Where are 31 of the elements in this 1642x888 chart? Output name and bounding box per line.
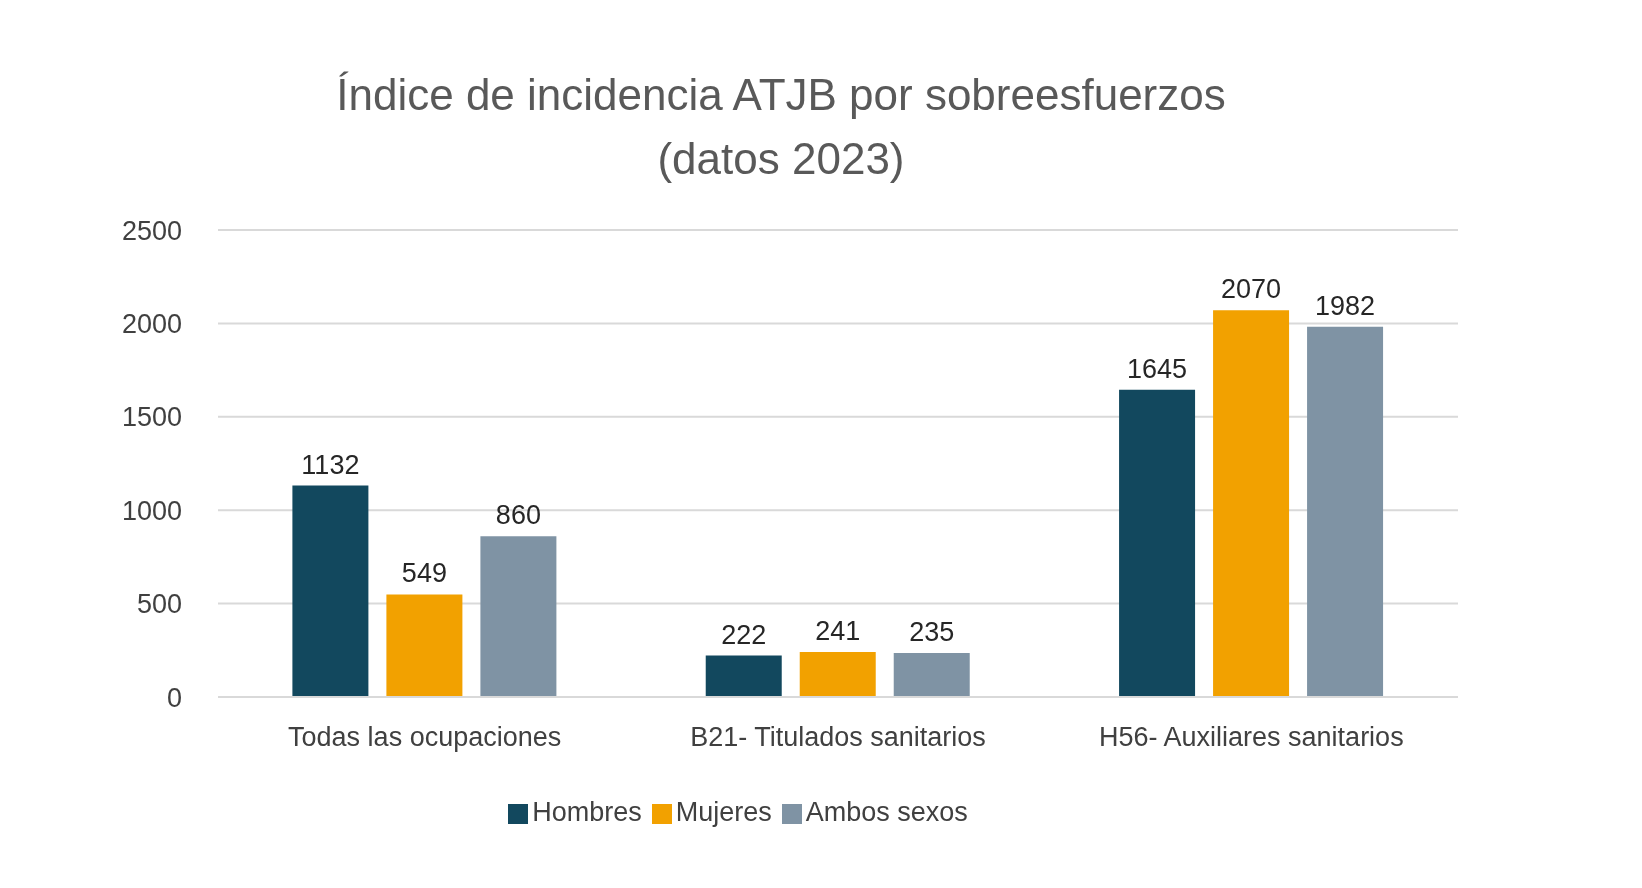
data-label: 222 [721, 619, 767, 650]
bar [386, 594, 463, 697]
x-tick-label: Todas las ocupaciones [288, 722, 562, 753]
bar [1119, 389, 1196, 697]
bar [893, 653, 970, 697]
y-tick-label: 1500 [121, 402, 182, 433]
data-label: 2070 [1221, 274, 1282, 305]
data-label: 1132 [301, 449, 360, 480]
data-label: 1982 [1315, 290, 1376, 321]
bar [480, 536, 557, 697]
bar [1307, 326, 1384, 697]
y-tick-label: 2500 [121, 215, 182, 246]
bar [292, 485, 369, 697]
bar [705, 655, 782, 697]
data-label: 1645 [1127, 353, 1188, 384]
chart-title: Índice de incidencia ATJB por sobreesfuerzos (datos 2023) [336, 69, 1226, 185]
legend-label: Ambos sexos [805, 797, 968, 827]
data-label: 549 [401, 558, 447, 589]
y-tick-label: 2000 [121, 308, 182, 339]
legend-label: Hombres [532, 797, 642, 827]
data-label: 241 [815, 615, 861, 646]
data-label: 235 [909, 617, 955, 648]
x-tick-label: H56- Auxiliares sanitarios [1099, 722, 1404, 753]
bar [1213, 310, 1290, 697]
x-tick-label: B21- Titulados sanitarios [690, 722, 986, 753]
legend-label: Mujeres [675, 797, 772, 827]
y-tick-label: 1000 [121, 495, 182, 526]
data-label: 860 [495, 500, 541, 531]
y-tick-label: 0 [166, 682, 182, 713]
bar [799, 651, 876, 697]
y-tick-label: 500 [136, 589, 182, 620]
